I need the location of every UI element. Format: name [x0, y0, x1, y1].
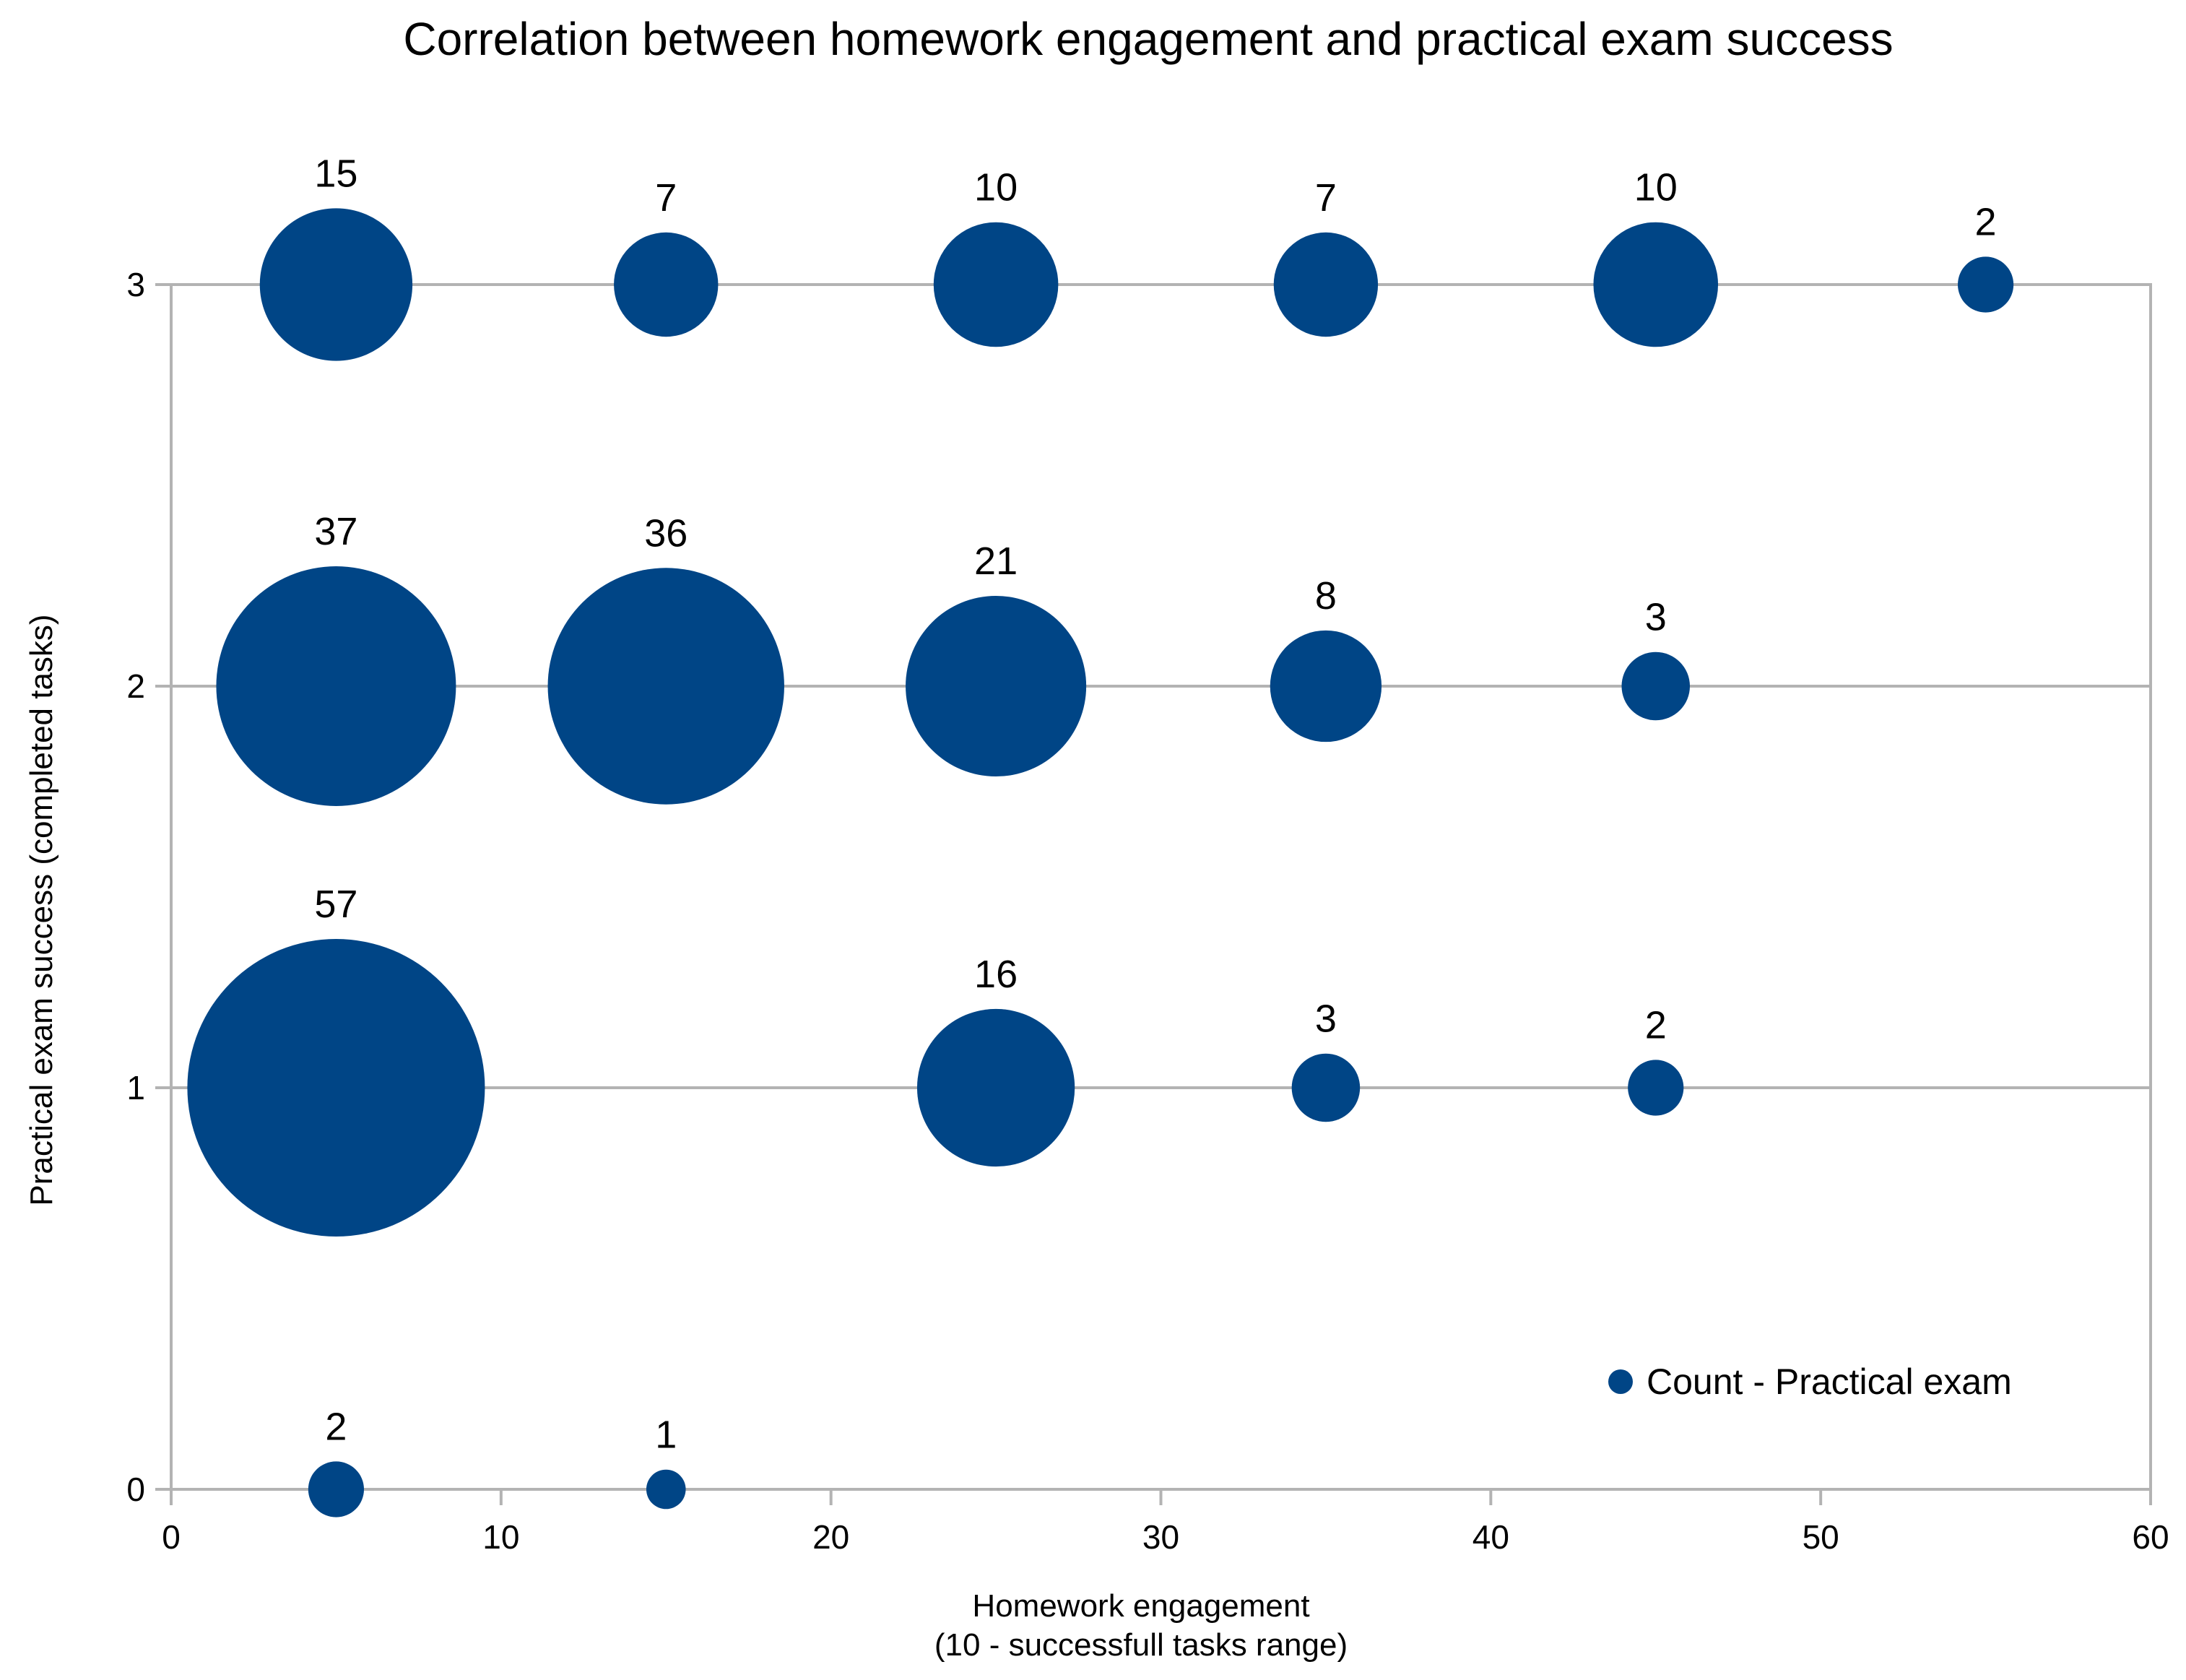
bubble-point — [547, 568, 784, 805]
x-tick-label: 10 — [482, 1518, 519, 1556]
x-tick-label: 0 — [162, 1518, 181, 1556]
grid-lines — [171, 283, 2151, 1089]
bubble-data-label: 15 — [314, 152, 357, 195]
x-tick-label: 60 — [2132, 1518, 2169, 1556]
bubble-data-label: 36 — [644, 511, 688, 555]
bubble-point — [308, 1461, 365, 1517]
bubble-data-label: 37 — [314, 510, 357, 553]
x-axis-label-line2: (10 - successfull tasks range) — [934, 1627, 1348, 1663]
bubble-point — [187, 939, 485, 1237]
bubble-data-label: 8 — [1315, 574, 1337, 618]
x-tick-label: 30 — [1142, 1518, 1179, 1556]
axes — [155, 283, 2152, 1505]
chart-title: Correlation between homework engagement … — [403, 13, 1893, 65]
bubble-data-label: 1 — [655, 1413, 677, 1457]
x-tick-labels: 0 10 20 30 40 50 60 — [162, 1518, 2169, 1556]
x-tick-label: 50 — [1803, 1518, 1839, 1556]
bubble-data-label: 2 — [1975, 200, 1997, 243]
bubble-data-label: 21 — [974, 540, 1018, 583]
bubble-data-label: 3 — [1645, 596, 1667, 639]
y-tick-label: 2 — [126, 667, 145, 705]
bubble-point — [1273, 232, 1379, 337]
y-tick-label: 3 — [126, 266, 145, 303]
bubble-point — [614, 232, 719, 337]
legend: Count - Practical exam — [1608, 1361, 2012, 1402]
bubble-point — [1270, 630, 1382, 742]
bubble-point — [1291, 1053, 1361, 1122]
bubble-data-label: 2 — [1645, 1003, 1667, 1047]
bubble-data-label: 57 — [314, 883, 357, 926]
bubble-data-label: 7 — [655, 176, 677, 220]
bubble-point — [259, 208, 413, 361]
bubble-point — [933, 222, 1059, 347]
x-tick-label: 40 — [1472, 1518, 1509, 1556]
legend-marker-icon — [1608, 1369, 1633, 1394]
bubble-series — [187, 208, 2014, 1517]
bubble-data-label: 16 — [974, 953, 1018, 996]
legend-label: Count - Practical exam — [1647, 1361, 2012, 1402]
bubble-point — [216, 566, 456, 806]
y-tick-labels: 0 1 2 3 — [126, 266, 145, 1508]
x-axis-label-line1: Homework engagement — [972, 1588, 1309, 1624]
bubble-point — [906, 595, 1087, 777]
bubble-point — [646, 1469, 686, 1510]
bubble-point — [1593, 222, 1719, 347]
bubble-point — [1628, 1060, 1684, 1116]
bubble-data-label: 10 — [974, 166, 1018, 209]
bubble-point — [916, 1008, 1075, 1167]
y-axis-label: Practical exam success (completed tasks) — [24, 614, 59, 1205]
bubble-point — [1957, 256, 2014, 313]
bubble-data-label: 10 — [1634, 166, 1678, 209]
plot-area-frame — [170, 283, 2152, 1491]
x-tick-label: 20 — [812, 1518, 849, 1556]
bubble-data-label: 3 — [1315, 997, 1337, 1041]
bubble-data-label: 2 — [325, 1405, 347, 1448]
y-tick-label: 0 — [126, 1471, 145, 1508]
bubble-point — [1621, 651, 1691, 721]
y-tick-label: 1 — [126, 1069, 145, 1107]
bubble-data-label: 7 — [1315, 176, 1337, 220]
